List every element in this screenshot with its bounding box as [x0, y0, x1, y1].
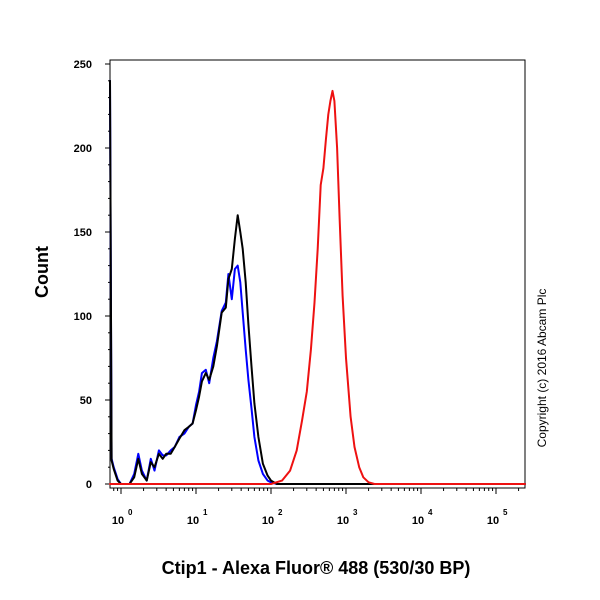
- y-tick-label: 50: [80, 395, 92, 407]
- y-tick-label: 150: [74, 227, 92, 239]
- series-layer: [109, 79, 526, 485]
- x-tick-label: 10: [412, 515, 424, 527]
- plot-frame: [109, 59, 526, 489]
- x-tick-exponent: 2: [278, 508, 283, 517]
- x-tick-label: 10: [187, 515, 199, 527]
- y-tick-label: 250: [74, 59, 92, 71]
- isotype-control-line: [109, 79, 526, 485]
- x-tick-exponent: 3: [353, 508, 358, 517]
- x-tick-label: 10: [112, 515, 124, 527]
- x-tick-label: 10: [487, 515, 499, 527]
- x-tick-exponent: 5: [503, 508, 508, 517]
- y-axis-ticks: 0 50 100 150 200 250: [74, 59, 110, 491]
- y-tick-label: 0: [86, 479, 92, 491]
- y-tick-label: 100: [74, 311, 92, 323]
- x-axis-title: Ctip1 - Alexa Fluor® 488 (530/30 BP): [162, 558, 471, 578]
- x-tick-label: 10: [337, 515, 349, 527]
- x-axis-ticks: 10 0 10 1 10 2 10 3 10 4 10 5: [112, 488, 520, 527]
- y-tick-label: 200: [74, 143, 92, 155]
- ctip1-stained-line: [109, 89, 526, 485]
- copyright-annotation: Copyright (c) 2016 Abcam Plc: [535, 289, 549, 448]
- unstained-control-line: [109, 79, 526, 485]
- x-tick-exponent: 4: [428, 508, 433, 517]
- x-tick-label: 10: [262, 515, 274, 527]
- x-tick-exponent: 0: [128, 508, 133, 517]
- x-tick-exponent: 1: [203, 508, 208, 517]
- y-axis-title: Count: [32, 246, 52, 298]
